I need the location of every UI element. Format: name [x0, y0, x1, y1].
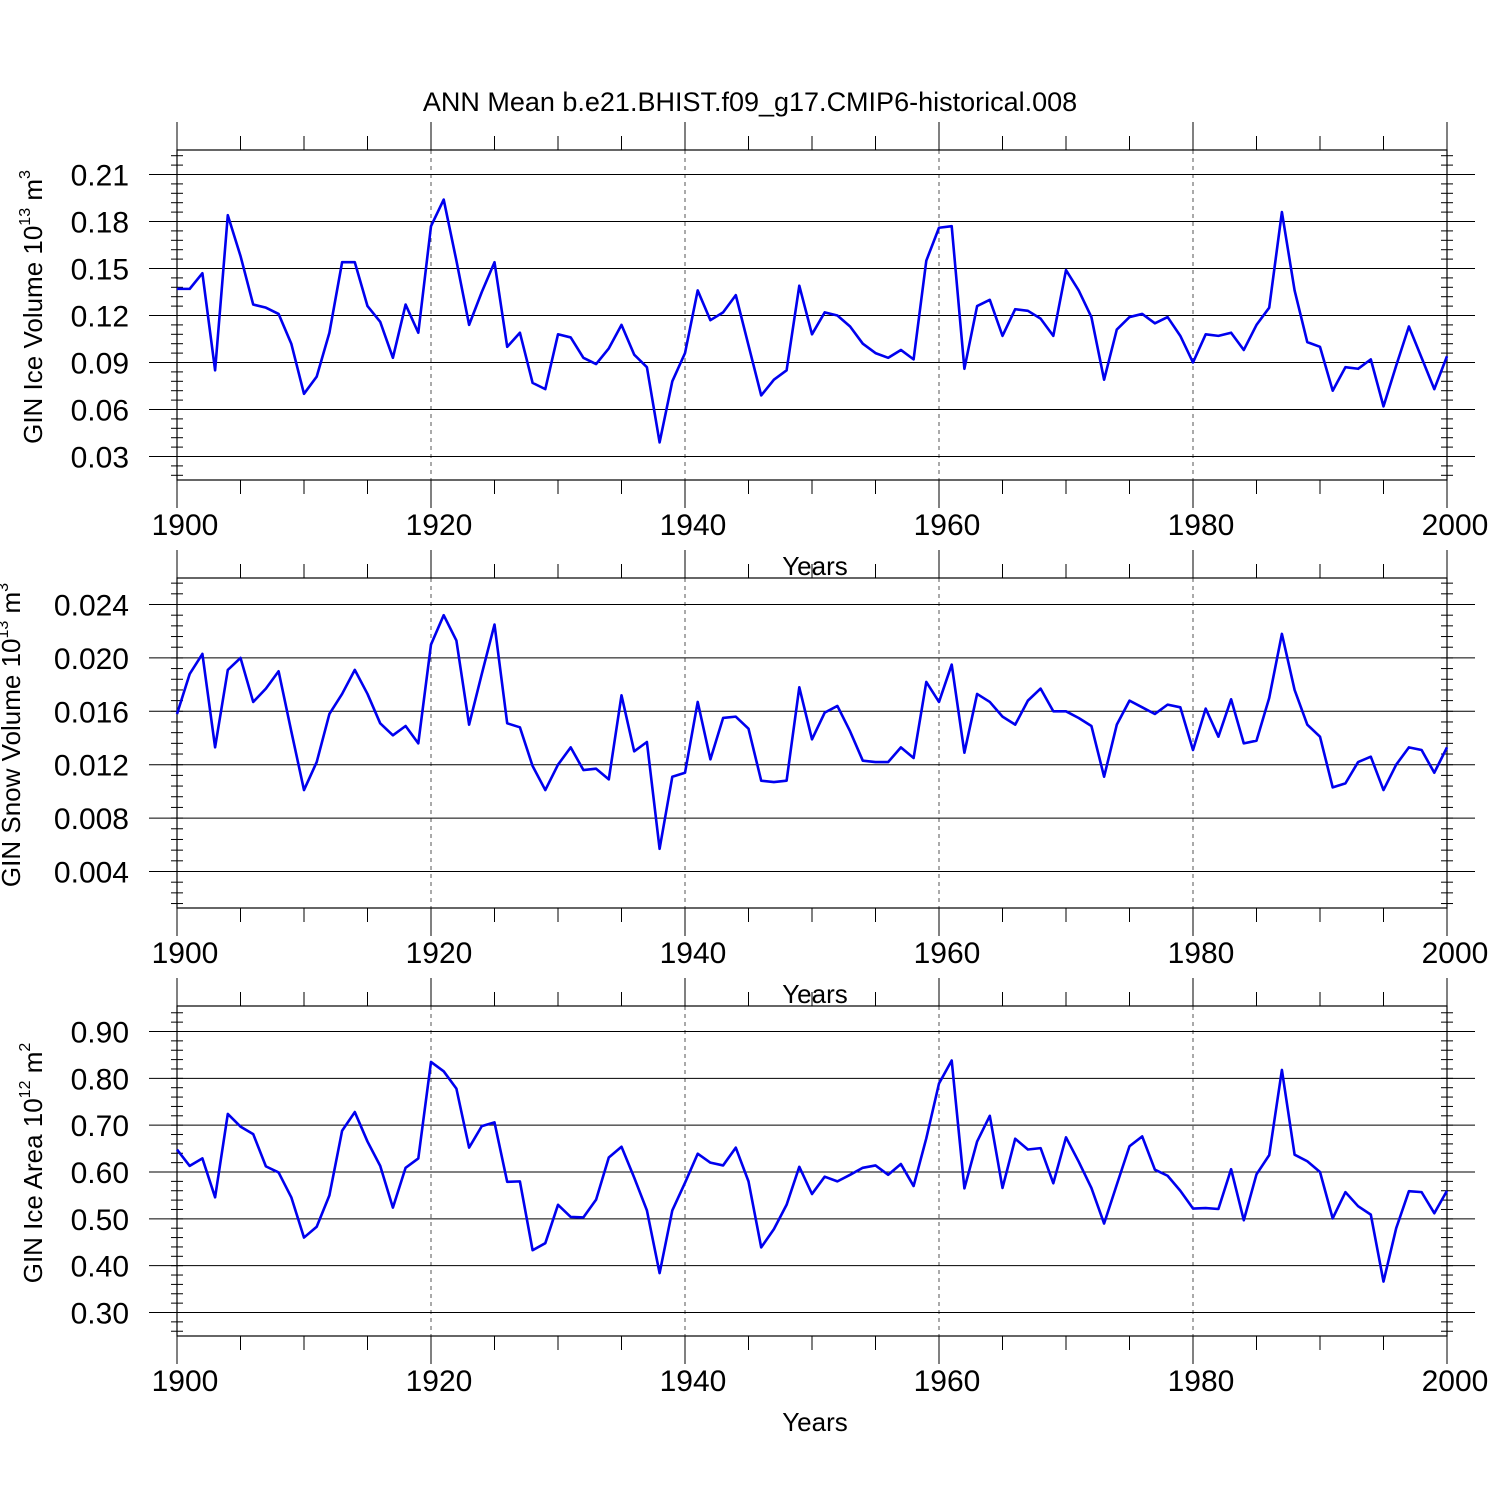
y-tick-label: 0.21	[71, 160, 129, 193]
panel-ice-volume: 0.21 0.18 0.15 0.12 0.09 0.06 0.03 1900 1920 1940…	[17, 122, 1488, 581]
chart-title: ANN Mean b.e21.BHIST.f09_g17.CMIP6-histo…	[423, 87, 1077, 117]
y-axis-label: GIN Ice Volume 1013 m3	[17, 170, 48, 444]
y-tick-label: 0.18	[71, 207, 129, 240]
y-tick-label: 0.60	[71, 1157, 129, 1190]
y-axis-label-exponent: 13	[0, 621, 12, 639]
series-line	[177, 198, 1449, 444]
series-line	[175, 1059, 1449, 1283]
x-tick-label: 1980	[1168, 937, 1235, 970]
x-axis-label: Years	[782, 551, 848, 581]
x-tick-label: 1940	[660, 937, 727, 970]
y-tick-label: 0.40	[71, 1251, 129, 1284]
x-tick-label: 1960	[914, 509, 981, 542]
y-tick-label: 0.012	[54, 750, 129, 783]
x-tick-label: 2000	[1422, 937, 1489, 970]
series-line	[175, 613, 1449, 851]
x-tick-label: 1940	[660, 1365, 727, 1398]
y-tick-label: 0.008	[54, 803, 129, 836]
y-tick-label: 0.12	[71, 301, 129, 334]
plot-frame	[176, 577, 1448, 909]
x-tick-label: 1900	[152, 937, 219, 970]
x-tick-label: 1920	[406, 1365, 473, 1398]
x-tick-label: 1920	[406, 509, 473, 542]
y-tick-label: 0.15	[71, 254, 129, 287]
y-tick-label: 0.30	[71, 1298, 129, 1331]
panel-ice-area: 0.90 0.80 0.70 0.60 0.50 0.40 0.30 1900 1920 1940…	[17, 978, 1488, 1437]
y-axis-label-exponent: 2	[17, 1043, 34, 1052]
y-tick-label: 0.004	[54, 857, 129, 890]
x-tick-label: 1940	[660, 509, 727, 542]
x-axis-label: Years	[782, 979, 848, 1009]
y-axis-label-part: GIN Snow Volume 10	[0, 639, 26, 888]
x-tick-label: 1920	[406, 937, 473, 970]
y-tick-label: 0.020	[54, 643, 129, 676]
x-tick-label: 1900	[152, 509, 219, 542]
x-tick-label: 2000	[1422, 1365, 1489, 1398]
plot-frame	[176, 1005, 1448, 1337]
y-tick-label: 0.09	[71, 348, 129, 381]
x-tick-label: 1960	[914, 937, 981, 970]
y-axis-label: GIN Snow Volume 1013 m3	[0, 583, 26, 887]
y-tick-label: 0.03	[71, 442, 129, 475]
y-tick-label: 0.80	[71, 1063, 129, 1096]
y-axis-label-exponent: 13	[17, 208, 34, 226]
panel-snow-volume: 0.024 0.020 0.016 0.012 0.008 0.004 1900 1920 19…	[0, 550, 1488, 1009]
x-tick-label: 2000	[1422, 509, 1489, 542]
y-tick-label: 0.50	[71, 1204, 129, 1237]
y-tick-label: 0.70	[71, 1110, 129, 1143]
y-axis-label-part: m	[18, 1052, 48, 1081]
y-axis-label-exponent: 3	[17, 170, 34, 179]
y-tick-label: 0.90	[71, 1017, 129, 1050]
x-tick-label: 1960	[914, 1365, 981, 1398]
y-axis-label-exponent: 12	[17, 1080, 34, 1098]
y-axis-label-part: m	[0, 592, 26, 621]
y-tick-label: 0.024	[54, 590, 129, 623]
y-axis-label-exponent: 3	[0, 583, 12, 592]
y-tick-label: 0.016	[54, 696, 129, 729]
y-tick-label: 0.06	[71, 395, 129, 428]
chart-panels: 0.21 0.18 0.15 0.12 0.09 0.06 0.03 1900 1920 1940…	[0, 122, 1488, 1437]
x-tick-label: 1980	[1168, 509, 1235, 542]
y-axis-label: GIN Ice Area 1012 m2	[17, 1043, 48, 1284]
y-axis-label-part: GIN Ice Volume 10	[18, 226, 48, 444]
x-tick-label: 1900	[152, 1365, 219, 1398]
y-axis-label-part: m	[18, 179, 48, 208]
x-axis-label: Years	[782, 1407, 848, 1437]
y-axis-label-part: GIN Ice Area 10	[18, 1098, 48, 1283]
x-tick-label: 1980	[1168, 1365, 1235, 1398]
